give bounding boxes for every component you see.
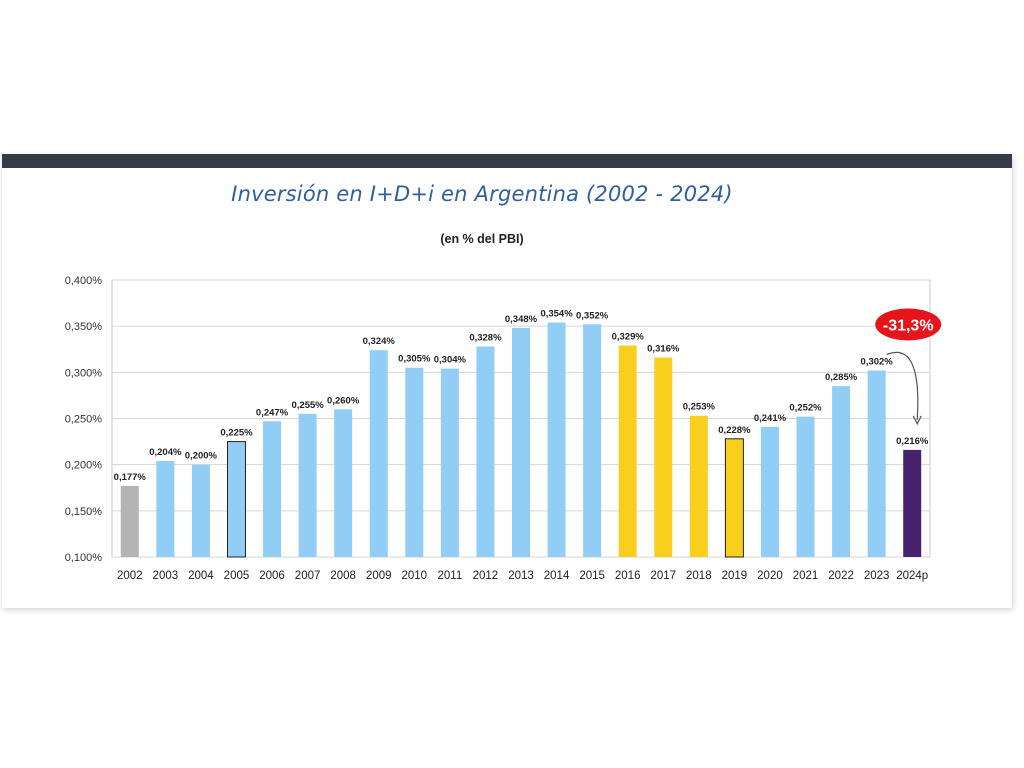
x-tick-label: 2019 <box>722 570 748 582</box>
x-tick-label: 2008 <box>330 570 356 582</box>
bar <box>760 426 779 557</box>
data-label: 0,247% <box>256 407 289 418</box>
annotation-arrowhead <box>912 415 922 426</box>
bar <box>903 449 922 557</box>
bar <box>832 386 851 557</box>
chart-title: Inversión en I+D+i en Argentina (2002 - … <box>231 182 733 206</box>
data-label: 0,324% <box>363 336 396 347</box>
x-tick-label: 2012 <box>473 570 499 582</box>
data-label: 0,228% <box>718 425 751 436</box>
chart-subtitle: (en % del PBI) <box>440 232 524 246</box>
x-tick-label: 2006 <box>259 570 285 582</box>
data-label: 0,329% <box>612 332 645 343</box>
x-tick-label: 2009 <box>366 570 392 582</box>
data-label: 0,305% <box>398 354 431 365</box>
annotation-badge <box>875 308 942 341</box>
data-label: 0,225% <box>220 428 253 439</box>
data-label: 0,260% <box>327 395 360 406</box>
data-label: 0,285% <box>825 372 858 383</box>
bar <box>689 415 708 557</box>
y-tick-label: 0,350% <box>65 321 103 333</box>
x-tick-label: 2007 <box>295 570 321 582</box>
y-tick-label: 0,150% <box>65 506 103 518</box>
bar <box>334 409 353 557</box>
data-label: 0,200% <box>185 451 218 462</box>
bar <box>724 438 744 558</box>
x-tick-label: 2005 <box>224 570 250 582</box>
bar <box>156 460 175 557</box>
bar <box>547 322 566 557</box>
bar <box>796 416 815 557</box>
bar <box>867 370 886 557</box>
data-label: 0,316% <box>647 344 680 355</box>
y-tick-label: 0,400% <box>65 275 103 287</box>
header-band <box>2 154 1012 168</box>
data-label: 0,255% <box>291 400 324 411</box>
data-label: 0,304% <box>434 355 467 366</box>
bar <box>440 368 459 557</box>
annotation-label: -31,3% <box>883 317 934 334</box>
y-tick-label: 0,100% <box>65 552 103 564</box>
x-tick-label: 2002 <box>117 570 143 582</box>
x-tick-label: 2013 <box>508 570 534 582</box>
bar <box>191 464 210 557</box>
x-tick-label: 2023 <box>864 570 890 582</box>
data-label: 0,253% <box>683 402 716 413</box>
x-tick-label: 2014 <box>544 570 570 582</box>
x-tick-label: 2024p <box>896 570 928 582</box>
x-tick-label: 2017 <box>650 570 676 582</box>
x-tick-label: 2018 <box>686 570 712 582</box>
data-label: 0,216% <box>896 436 929 447</box>
x-tick-label: 2004 <box>188 570 214 582</box>
x-tick-label: 2003 <box>153 570 179 582</box>
bar <box>120 485 139 557</box>
data-label: 0,328% <box>469 332 502 343</box>
y-tick-label: 0,200% <box>65 460 103 472</box>
bar <box>298 413 317 557</box>
bar <box>263 421 282 557</box>
bar <box>618 345 637 557</box>
x-tick-label: 2010 <box>402 570 428 582</box>
bar <box>654 357 673 557</box>
bar <box>476 346 495 557</box>
annotation-arrow <box>886 351 919 420</box>
bar <box>405 367 424 557</box>
y-tick-label: 0,300% <box>65 367 103 379</box>
bar <box>512 328 530 557</box>
data-label: 0,241% <box>754 413 787 424</box>
x-tick-label: 2022 <box>828 570 854 582</box>
x-tick-label: 2016 <box>615 570 641 582</box>
data-label: 0,352% <box>576 310 609 321</box>
x-tick-label: 2020 <box>757 570 783 582</box>
x-tick-label: 2021 <box>793 570 819 582</box>
bar <box>583 324 602 557</box>
data-label: 0,348% <box>505 314 538 325</box>
data-label: 0,302% <box>861 356 894 367</box>
bar <box>226 441 246 558</box>
data-label: 0,252% <box>789 403 822 414</box>
data-label: 0,354% <box>540 308 573 319</box>
x-tick-label: 2011 <box>438 570 463 582</box>
bar <box>369 350 388 557</box>
x-tick-label: 2015 <box>579 570 605 582</box>
data-label: 0,204% <box>149 447 182 458</box>
y-tick-label: 0,250% <box>65 414 103 426</box>
data-label: 0,177% <box>114 472 147 483</box>
